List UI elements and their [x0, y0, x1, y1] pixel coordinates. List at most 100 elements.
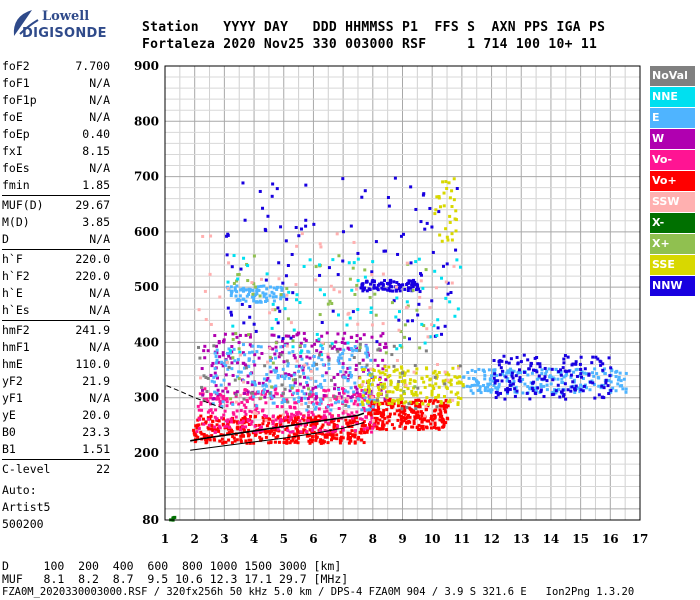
echo-point: [297, 234, 301, 238]
echo-point: [237, 377, 241, 381]
echo-point: [223, 409, 227, 413]
echo-point: [217, 419, 221, 423]
echo-point: [399, 388, 403, 392]
echo-point: [206, 349, 210, 353]
param-name: foF1p: [2, 93, 37, 107]
echo-point: [366, 373, 370, 377]
echo-point: [617, 376, 621, 380]
echo-point: [279, 353, 283, 357]
echo-point: [221, 364, 225, 368]
echo-point: [453, 217, 457, 221]
echo-point: [389, 280, 393, 284]
echo-point: [227, 438, 231, 442]
echo-point: [504, 375, 508, 379]
echo-point: [240, 302, 244, 306]
echo-point: [377, 427, 381, 431]
echo-point: [385, 394, 389, 398]
echo-point: [393, 399, 397, 403]
echo-point: [287, 373, 291, 377]
echo-point: [398, 398, 402, 402]
echo-point: [348, 432, 352, 436]
echo-point: [535, 377, 539, 381]
echo-point: [356, 251, 360, 255]
echo-point: [281, 281, 285, 285]
echo-point: [234, 294, 238, 298]
echo-point: [425, 396, 429, 400]
echo-point: [257, 381, 261, 385]
echo-point: [378, 343, 382, 347]
echo-point: [470, 383, 474, 387]
echo-point: [220, 416, 224, 420]
echo-point: [237, 347, 241, 351]
echo-point: [447, 373, 451, 377]
param-value: 7.700: [75, 59, 110, 73]
echo-point: [562, 357, 566, 361]
echo-point: [294, 283, 298, 287]
echo-point: [414, 407, 418, 411]
echo-point: [251, 397, 255, 401]
echo-point: [375, 416, 379, 420]
echo-point: [271, 415, 275, 419]
echo-point: [292, 384, 296, 388]
echo-point: [591, 381, 595, 385]
echo-point: [445, 235, 449, 239]
echo-point: [213, 334, 217, 338]
echo-point: [225, 426, 229, 430]
param-name: h`F2: [2, 269, 30, 283]
echo-point: [314, 394, 318, 398]
echo-point: [554, 391, 558, 395]
echo-point: [376, 283, 380, 287]
profile-trace: [190, 422, 365, 451]
echo-point: [241, 425, 245, 429]
echo-point: [383, 397, 387, 401]
echo-point: [209, 396, 213, 400]
echo-point: [418, 405, 422, 409]
echo-point: [393, 412, 397, 416]
echo-point: [562, 394, 566, 398]
echo-point: [344, 403, 348, 407]
echo-point: [202, 374, 206, 378]
echo-point: [401, 410, 405, 414]
echo-point: [310, 401, 314, 405]
echo-point: [395, 358, 399, 362]
echo-point: [285, 297, 289, 301]
echo-point: [213, 430, 217, 434]
echo-point: [229, 420, 233, 424]
echo-point: [444, 421, 448, 425]
echo-point: [349, 346, 353, 350]
echo-point: [293, 381, 297, 385]
echo-point: [452, 177, 456, 181]
echo-point: [453, 314, 457, 318]
digisonde-logo: Lowell DIGISONDE: [8, 6, 130, 46]
echo-point: [444, 296, 448, 300]
echo-point: [307, 413, 311, 417]
echo-point: [521, 391, 525, 395]
echo-point: [563, 382, 567, 386]
echo-point: [333, 383, 337, 387]
echo-point: [569, 373, 573, 377]
param-separator: [2, 249, 110, 250]
echo-point: [235, 426, 239, 430]
echo-point: [268, 365, 272, 369]
echo-point: [279, 293, 283, 297]
echo-point: [368, 296, 372, 300]
echo-point: [246, 279, 250, 283]
echo-point: [341, 352, 345, 356]
echo-point: [315, 435, 319, 439]
param-value: 22: [96, 462, 110, 476]
echo-point: [358, 349, 362, 353]
param-value: 110.0: [75, 357, 110, 371]
echo-point: [262, 419, 266, 423]
echo-point: [353, 344, 357, 348]
echo-point: [456, 401, 460, 405]
echo-point: [321, 423, 325, 427]
echo-point: [399, 410, 403, 414]
echo-point: [339, 370, 343, 374]
echo-point: [222, 340, 226, 344]
echo-point: [297, 396, 301, 400]
echo-point: [374, 240, 378, 244]
echo-point: [570, 385, 574, 389]
echo-point: [213, 415, 217, 419]
param-value: 21.9: [82, 374, 110, 388]
echo-point: [353, 433, 357, 437]
